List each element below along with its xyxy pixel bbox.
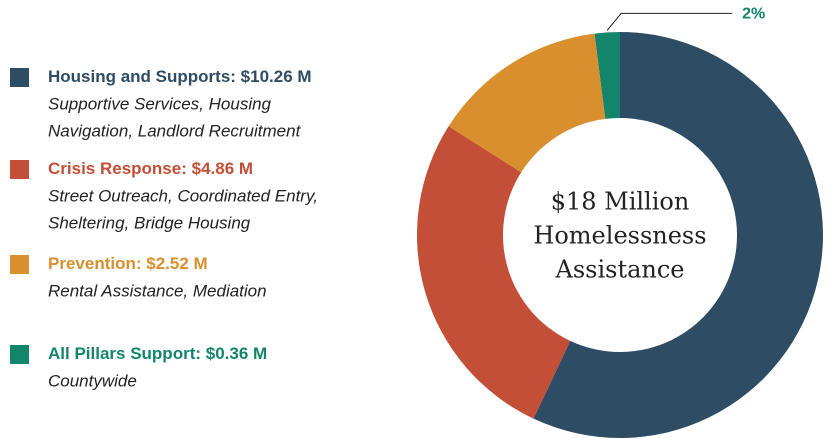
- legend-swatch: [10, 255, 29, 274]
- legend-category: Crisis Response:: [48, 159, 187, 178]
- legend-value: $0.36 M: [206, 344, 267, 363]
- legend-label: Housing and Supports: $10.26 M: [48, 67, 312, 86]
- legend-category: Prevention:: [48, 254, 142, 273]
- legend-value: $2.52 M: [146, 254, 207, 273]
- legend-description: Sheltering, Bridge Housing: [48, 213, 251, 232]
- legend-description: Supportive Services, Housing: [48, 94, 272, 113]
- legend-swatch: [10, 345, 29, 364]
- legend-description: Navigation, Landlord Recruitment: [48, 121, 302, 140]
- donut-slice: [448, 33, 606, 173]
- legend-description: Countywide: [48, 371, 137, 390]
- legend-category: Housing and Supports:: [48, 67, 236, 86]
- legend-label: Prevention: $2.52 M: [48, 254, 208, 273]
- legend-label: Crisis Response: $4.86 M: [48, 159, 253, 178]
- annotation-leader: [606, 12, 733, 31]
- legend-value: $10.26 M: [241, 67, 312, 86]
- center-label: Homelessness: [533, 222, 706, 250]
- legend-label: All Pillars Support: $0.36 M: [48, 344, 267, 363]
- donut-slice: [417, 126, 571, 419]
- legend-description: Street Outreach, Coordinated Entry,: [48, 186, 318, 205]
- legend-swatch: [10, 160, 29, 179]
- center-label: Assistance: [554, 256, 684, 284]
- legend-swatch: [10, 68, 29, 87]
- annotation-label: 2%: [742, 6, 765, 23]
- legend-description: Rental Assistance, Mediation: [48, 281, 267, 300]
- donut-slice: [533, 32, 823, 439]
- legend-value: $4.86 M: [192, 159, 253, 178]
- donut-slice: [594, 32, 620, 119]
- center-label: $18 Million: [551, 188, 690, 216]
- legend-category: All Pillars Support:: [48, 344, 201, 363]
